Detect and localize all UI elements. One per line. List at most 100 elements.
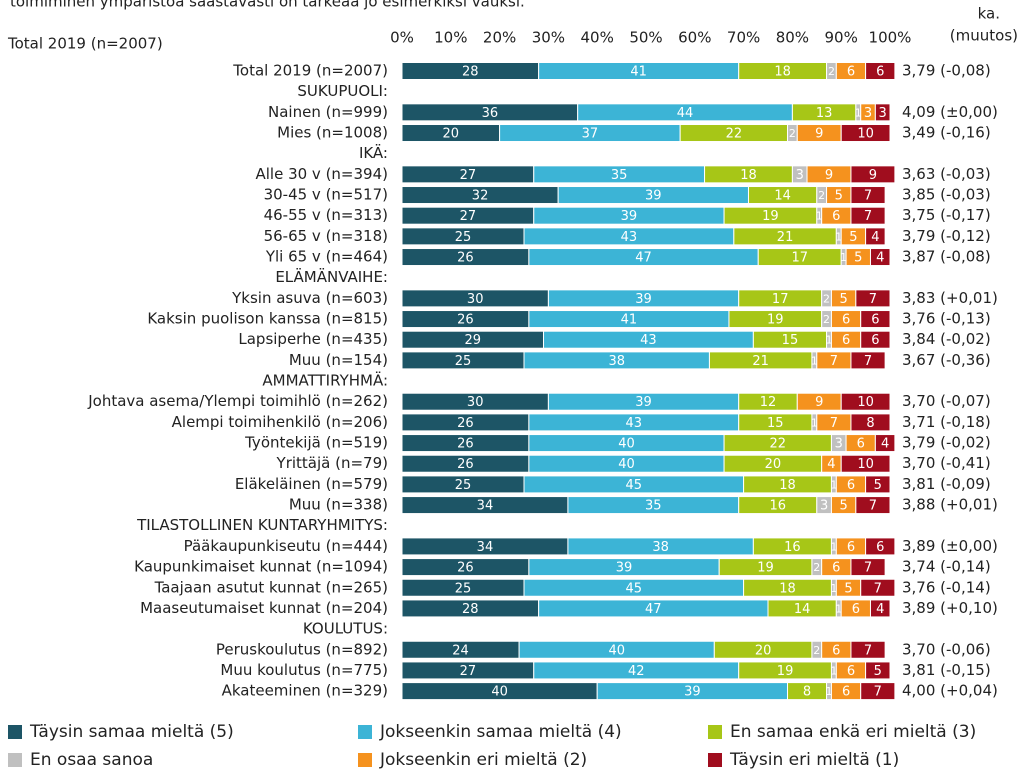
data-label: 1 bbox=[830, 540, 837, 553]
right-header: (muutos) bbox=[950, 27, 1018, 45]
bar-segment bbox=[840, 392, 891, 411]
data-label: 34 bbox=[477, 499, 494, 514]
data-label: 10 bbox=[857, 127, 874, 142]
data-label: 35 bbox=[611, 168, 628, 183]
data-label: 10 bbox=[857, 457, 874, 472]
bar-segment bbox=[850, 640, 886, 659]
category-label: Yli 65 v (n=464) bbox=[265, 248, 388, 266]
data-label: 25 bbox=[455, 478, 472, 493]
data-label: 19 bbox=[762, 209, 779, 224]
average-label: 3,84 (-0,02) bbox=[902, 330, 991, 348]
data-label: 6 bbox=[876, 540, 884, 555]
category-label: AMMATTIRYHMÄ: bbox=[262, 371, 388, 390]
category-label: Pääkaupunkiseutu (n=444) bbox=[184, 537, 388, 555]
data-label: 15 bbox=[782, 333, 799, 348]
average-label: 3,81 (-0,09) bbox=[902, 475, 991, 493]
data-label: 6 bbox=[871, 333, 879, 348]
bar-segment bbox=[860, 330, 891, 349]
data-label: 1 bbox=[826, 685, 833, 698]
average-label: 3,67 (-0,36) bbox=[902, 351, 991, 369]
legend-swatch bbox=[708, 725, 722, 739]
right-header: ka. bbox=[978, 5, 1000, 23]
category-label: Total 2019 (n=2007) bbox=[232, 62, 388, 80]
data-label: 17 bbox=[772, 292, 789, 307]
data-label: 6 bbox=[847, 540, 855, 555]
chart-subtitle: Total 2019 (n=2007) bbox=[7, 35, 163, 53]
category-label: Muu (n=154) bbox=[289, 351, 388, 369]
bar-segment bbox=[850, 165, 896, 184]
x-tick-label: 10% bbox=[434, 29, 467, 47]
data-label: 19 bbox=[767, 313, 784, 328]
bar-segment bbox=[869, 248, 891, 267]
data-label: 14 bbox=[794, 602, 811, 617]
data-label: 21 bbox=[777, 230, 794, 245]
average-label: 3,85 (-0,03) bbox=[902, 186, 991, 204]
data-label: 47 bbox=[635, 251, 652, 266]
legend-swatch bbox=[358, 753, 372, 767]
category-label: Johtava asema/Ylempi toimihlö (n=262) bbox=[87, 392, 388, 410]
data-label: 5 bbox=[849, 230, 857, 245]
data-label: 6 bbox=[832, 561, 840, 576]
category-label: Alle 30 v (n=394) bbox=[255, 165, 388, 183]
data-label: 3 bbox=[835, 437, 843, 452]
data-label: 30 bbox=[467, 395, 484, 410]
data-label: 36 bbox=[482, 106, 499, 121]
average-label: 3,89 (+0,10) bbox=[902, 599, 998, 617]
category-label: Yrittäjä (n=79) bbox=[276, 454, 388, 472]
bar-segment bbox=[840, 454, 891, 473]
data-label: 25 bbox=[455, 581, 472, 596]
x-tick-label: 80% bbox=[776, 29, 809, 47]
category-label: Mies (n=1008) bbox=[277, 124, 388, 142]
data-label: 18 bbox=[774, 65, 791, 80]
data-label: 40 bbox=[491, 685, 508, 700]
data-label: 7 bbox=[864, 354, 872, 369]
data-label: 3 bbox=[879, 106, 887, 121]
data-label: 1 bbox=[835, 230, 842, 243]
data-label: 38 bbox=[652, 540, 669, 555]
data-label: 39 bbox=[621, 209, 638, 224]
data-label: 25 bbox=[455, 354, 472, 369]
data-label: 8 bbox=[866, 416, 874, 431]
data-label: 2 bbox=[789, 127, 796, 140]
data-label: 2 bbox=[813, 644, 820, 657]
data-label: 7 bbox=[864, 643, 872, 658]
data-label: 2 bbox=[828, 65, 835, 78]
data-label: 4 bbox=[881, 437, 889, 452]
data-label: 6 bbox=[832, 209, 840, 224]
data-label: 26 bbox=[457, 437, 474, 452]
data-label: 25 bbox=[455, 230, 472, 245]
legend-swatch bbox=[708, 753, 722, 767]
data-label: 19 bbox=[757, 561, 774, 576]
data-label: 32 bbox=[472, 189, 489, 204]
x-tick-label: 50% bbox=[629, 29, 662, 47]
bar-segment bbox=[860, 682, 896, 701]
category-label: Akateeminen (n=329) bbox=[222, 682, 388, 700]
data-label: 26 bbox=[457, 313, 474, 328]
x-tick-label: 30% bbox=[532, 29, 565, 47]
data-label: 1 bbox=[830, 582, 837, 595]
bar-segment bbox=[855, 496, 891, 515]
category-label: Lapsiperhe (n=435) bbox=[238, 330, 388, 348]
data-label: 6 bbox=[857, 437, 865, 452]
bar-segment bbox=[855, 289, 891, 308]
data-label: 39 bbox=[684, 685, 701, 700]
data-label: 1 bbox=[811, 354, 818, 367]
data-label: 5 bbox=[874, 478, 882, 493]
data-label: 2 bbox=[813, 561, 820, 574]
average-label: 3,75 (-0,17) bbox=[902, 206, 991, 224]
data-label: 5 bbox=[854, 251, 862, 266]
average-label: 3,70 (-0,41) bbox=[902, 454, 991, 472]
category-label: Työntekijä (n=519) bbox=[244, 434, 388, 452]
data-label: 27 bbox=[460, 664, 477, 679]
data-label: 1 bbox=[811, 416, 818, 429]
bar-segment bbox=[869, 599, 891, 618]
data-label: 22 bbox=[769, 437, 786, 452]
data-label: 7 bbox=[874, 685, 882, 700]
data-label: 35 bbox=[645, 499, 662, 514]
bar-segment bbox=[860, 310, 891, 329]
data-label: 42 bbox=[628, 664, 645, 679]
data-label: 16 bbox=[784, 540, 801, 555]
bar-segment bbox=[874, 103, 891, 122]
data-label: 29 bbox=[464, 333, 481, 348]
data-label: 1 bbox=[835, 602, 842, 615]
